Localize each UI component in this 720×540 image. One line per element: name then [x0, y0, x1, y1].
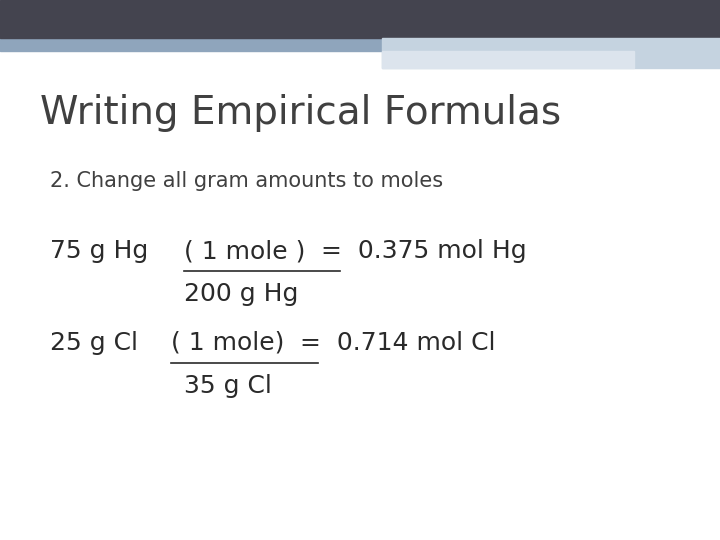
- Text: =  0.714 mol Cl: = 0.714 mol Cl: [292, 331, 495, 355]
- Text: 25 g Cl: 25 g Cl: [50, 331, 146, 355]
- Bar: [0, 38, 641, 51]
- Text: Writing Empirical Formulas: Writing Empirical Formulas: [40, 94, 561, 132]
- Bar: [0, 0, 720, 38]
- Bar: [382, 38, 720, 68]
- Bar: [382, 51, 634, 68]
- Text: ( 1 mole ): ( 1 mole ): [184, 239, 305, 263]
- Text: ( 1 mole): ( 1 mole): [171, 331, 284, 355]
- Text: 200 g Hg: 200 g Hg: [184, 282, 298, 306]
- Text: 35 g Cl: 35 g Cl: [184, 374, 271, 398]
- Text: =  0.375 mol Hg: = 0.375 mol Hg: [313, 239, 527, 263]
- Text: 75 g Hg: 75 g Hg: [50, 239, 165, 263]
- Text: 2. Change all gram amounts to moles: 2. Change all gram amounts to moles: [50, 171, 444, 191]
